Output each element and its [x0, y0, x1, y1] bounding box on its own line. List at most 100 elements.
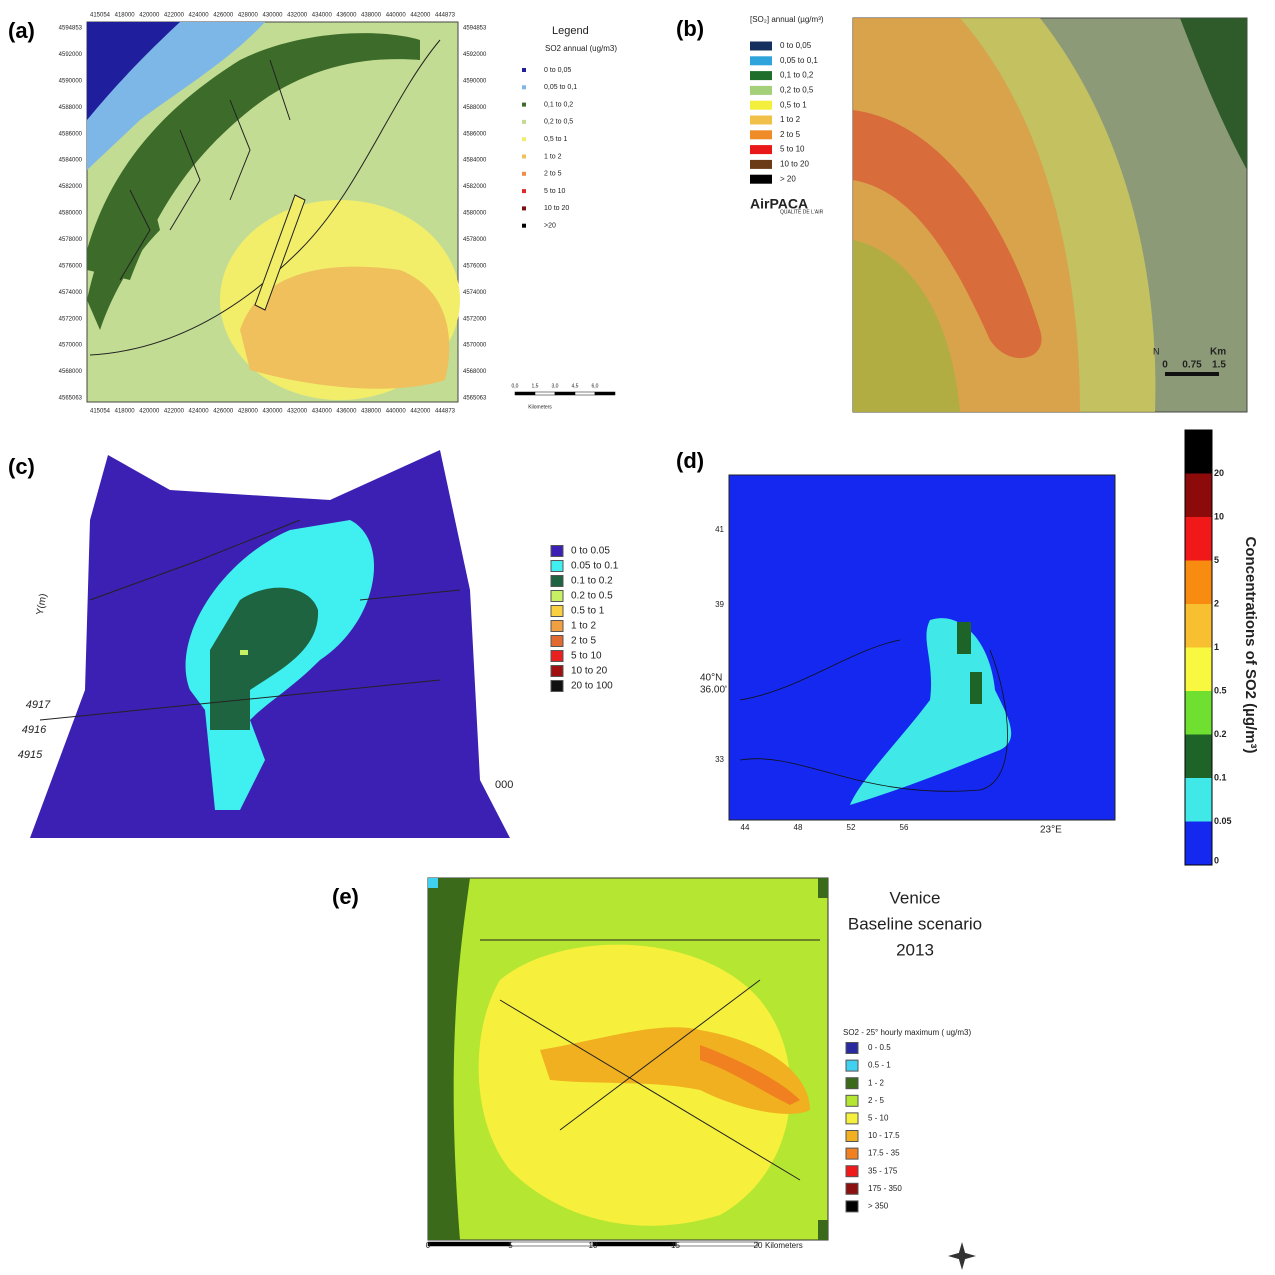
scale-unit: Kilometers: [528, 404, 552, 410]
scale-tick-label: 4,5: [572, 383, 579, 389]
scale-bar: [510, 1241, 594, 1247]
legend-title: [SO₂] annual (µg/m³): [750, 15, 824, 24]
scale-tick-label: 6,0: [592, 383, 599, 389]
legend-swatch: [750, 115, 772, 125]
legend-label: 0,1 to 0,2: [780, 71, 814, 80]
scale-unit: Km: [1210, 347, 1226, 358]
y-tick-label: 4574000: [463, 290, 487, 296]
y-tick-label: 4572000: [59, 316, 83, 322]
y-tick-label: 4576000: [59, 263, 83, 269]
legend-swatch: [845, 1094, 859, 1107]
legend-label: 0.5 to 1: [571, 606, 605, 617]
x-tick-label: 415054: [90, 409, 111, 415]
legend-label: 0,05 to 0,1: [544, 84, 577, 91]
y-tick-label: 4584000: [463, 158, 487, 164]
legend-swatch: [750, 85, 772, 95]
legend-title: SO2 - 25° hourly maximum ( ug/m3): [843, 1028, 971, 1037]
legend-label: 0 - 0.5: [868, 1043, 891, 1052]
x-tick-label: 438000: [361, 409, 382, 415]
legend-swatch: [522, 206, 526, 211]
y-tick-label: 4574000: [59, 290, 83, 296]
colorbar-tick-label: 0.1: [1214, 772, 1227, 782]
legend-label: > 350: [868, 1202, 889, 1211]
scale-bar: [534, 391, 556, 396]
legend-label: 1 to 2: [780, 115, 801, 124]
legend-label: >20: [544, 223, 556, 230]
legend-label: 2 to 5: [571, 636, 596, 647]
y-tick-label: 4592000: [463, 52, 487, 58]
x-tick-label: 430000: [262, 13, 283, 19]
legend-label: 2 to 5: [780, 130, 801, 139]
scale-tick-label: 10: [589, 1241, 598, 1250]
legend-swatch: [750, 130, 772, 140]
legend-label: 0,05 to 0,1: [780, 56, 818, 65]
x-tick-label: 442000: [410, 409, 431, 415]
legend-label: > 20: [780, 174, 796, 183]
legend-swatch: [750, 174, 772, 184]
colorbar-tick-label: 0.2: [1214, 729, 1227, 739]
legend-label: 35 - 175: [868, 1166, 898, 1175]
map-b: [852, 17, 1248, 413]
x-tick-label: 56: [900, 823, 909, 832]
legend-swatch: [845, 1182, 859, 1195]
legend-swatch: [522, 68, 526, 72]
y-tick-label: 4586000: [59, 131, 83, 137]
colorbar-frame: [1184, 429, 1213, 866]
legend-swatch: [845, 1077, 859, 1090]
x-tick-label: 44: [741, 823, 750, 832]
legend-swatch: [750, 100, 772, 110]
x-tick-label: 48: [794, 823, 803, 832]
y-tick-label: 41: [715, 525, 724, 534]
y-tick-label: 4582000: [463, 184, 487, 190]
legend-label: 0.2 to 0.5: [571, 591, 613, 602]
scale-bar: [574, 391, 596, 396]
x-tick-label: 428000: [238, 409, 259, 415]
y-tick-label: 4578000: [59, 237, 83, 243]
legend-swatch: [750, 41, 772, 51]
colorbar-segment: [1185, 691, 1212, 735]
x-tick-label: 440000: [386, 409, 407, 415]
colorbar-segment: [1185, 560, 1212, 604]
colorbar-tick-label: 20: [1214, 468, 1224, 478]
legend-label: 1 to 2: [544, 153, 562, 160]
legend-label: 5 - 10: [868, 1114, 889, 1123]
legend-swatch: [550, 590, 564, 602]
y-tick-label: 4580000: [59, 211, 83, 217]
x-tick-label: 415054: [90, 13, 111, 19]
panel-label: (e): [332, 884, 359, 909]
scale-bar: [427, 1241, 511, 1247]
y-tick-label: 39: [715, 600, 724, 609]
legend-label: 10 to 20: [544, 205, 569, 212]
legend-swatch: [522, 119, 526, 124]
legend-swatch: [522, 154, 526, 159]
legend-swatch: [845, 1112, 859, 1125]
legend-swatch: [550, 635, 564, 647]
y-tick-label: 4578000: [463, 237, 487, 243]
y-tick-label: 4570000: [59, 343, 83, 349]
x-tick-label: 444873: [435, 13, 456, 19]
colorbar-segment: [1185, 517, 1212, 561]
lat-label: 40°N: [700, 673, 722, 684]
legend-swatch: [550, 680, 564, 692]
logo: AirPACA: [750, 196, 808, 212]
y-tick-label: 4565063: [463, 396, 487, 402]
legend-swatch: [522, 85, 526, 90]
legend-label: 1 - 2: [868, 1078, 885, 1087]
legend-label: 10 to 20: [571, 666, 608, 677]
y-tick-label: 4580000: [463, 211, 487, 217]
colorbar-tick-label: 0.5: [1214, 685, 1227, 695]
legend-swatch: [750, 71, 772, 81]
map-title: Baseline scenario: [848, 914, 982, 933]
legend-label: 1 to 2: [571, 621, 596, 632]
legend-label: 0,1 to 0,2: [544, 101, 573, 108]
map-a: [86, 21, 460, 403]
map-d: [728, 474, 1116, 821]
legend-swatch: [522, 223, 526, 228]
colorbar-tick-label: 0.05: [1214, 816, 1232, 826]
scale-bar: [675, 1241, 759, 1247]
x-tick-label: 422000: [164, 13, 185, 19]
colorbar-segment: [1185, 604, 1212, 648]
scale-bar: [554, 391, 576, 396]
panel-label: (a): [8, 18, 35, 43]
